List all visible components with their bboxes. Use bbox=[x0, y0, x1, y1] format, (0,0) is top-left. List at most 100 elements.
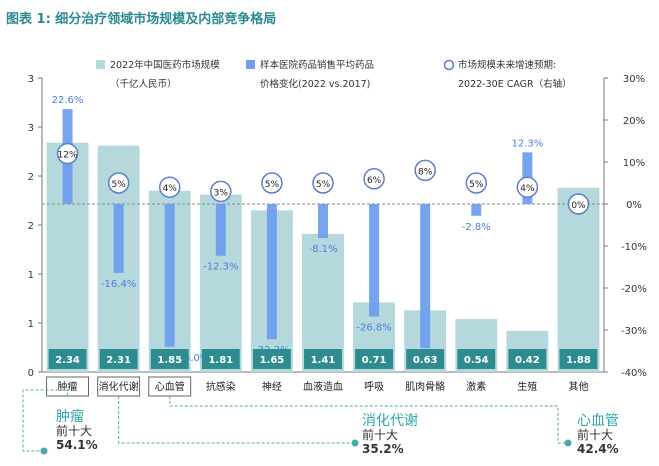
legend-label: 市场规模未来增速预期: bbox=[458, 59, 556, 71]
legend-label: 价格变化(2022 vs.2017) bbox=[260, 78, 370, 90]
price-change-label: -16.4% bbox=[101, 279, 136, 290]
cagr-marker bbox=[567, 193, 590, 215]
value-box bbox=[48, 349, 87, 369]
price-change-bar bbox=[266, 204, 277, 340]
price-change-bar bbox=[164, 204, 175, 347]
market-size-value-label: 0.71 bbox=[362, 355, 387, 366]
cagr-marker bbox=[210, 180, 232, 203]
value-box bbox=[508, 349, 547, 369]
cagr-label: 5% bbox=[111, 180, 126, 190]
callout-connector-oncology bbox=[22, 389, 69, 452]
callout-cardio: 心血管 前十大 42.4% bbox=[577, 413, 619, 457]
left-tick-label: 0 bbox=[28, 368, 34, 379]
callout-sub: 前十大 bbox=[362, 428, 399, 443]
left-tick-label: 1 bbox=[28, 319, 34, 330]
callout-sub: 前十大 bbox=[56, 424, 93, 439]
cagr-label: 0% bbox=[571, 201, 586, 211]
callout-name: 心血管 bbox=[577, 413, 619, 429]
price-change-label: -26.8% bbox=[356, 323, 391, 334]
market-size-value-label: 0.54 bbox=[464, 355, 489, 366]
cagr-label: 3% bbox=[214, 188, 229, 198]
cagr-marker bbox=[363, 168, 385, 190]
price-change-bar bbox=[420, 204, 431, 349]
value-box bbox=[252, 349, 291, 369]
callout-name: 肿瘤 bbox=[56, 409, 84, 425]
price-change-bar bbox=[318, 204, 328, 239]
cagr-marker bbox=[158, 176, 181, 198]
left-tick-label: 3 bbox=[28, 74, 34, 85]
value-box bbox=[457, 349, 496, 369]
price-change-label: 12.3% bbox=[511, 138, 543, 149]
right-tick-label: -20% bbox=[621, 284, 647, 295]
price-change-label: -8.1% bbox=[308, 244, 337, 255]
price-change-label: -34.0% bbox=[174, 353, 209, 364]
figure-title: 图表 1: 细分治疗领域市场规模及内部竞争格局 bbox=[6, 12, 277, 27]
price-change-bar bbox=[215, 204, 226, 256]
legend-label: 2022年中国医药市场规模 bbox=[110, 59, 220, 71]
callout-dot bbox=[564, 439, 572, 447]
value-box bbox=[355, 349, 394, 369]
category-label: 肌肉骨骼 bbox=[405, 380, 445, 393]
category-label: 其他 bbox=[568, 380, 588, 393]
callout-name: 消化代谢 bbox=[362, 413, 418, 429]
category-label: 心血管 bbox=[155, 380, 185, 393]
value-box bbox=[150, 349, 189, 369]
cagr-marker bbox=[516, 176, 539, 198]
cagr-label: 4% bbox=[163, 184, 178, 194]
callout-connector-cardio bbox=[169, 396, 565, 444]
price-change-label: -12.3% bbox=[203, 262, 238, 273]
cagr-label: 4% bbox=[520, 184, 535, 194]
category-label: 血液造血 bbox=[303, 380, 343, 393]
category-label: 激素 bbox=[466, 380, 486, 393]
value-box bbox=[304, 349, 342, 369]
market-size-value-label: 2.31 bbox=[106, 355, 131, 366]
market-size-value-label: 1.85 bbox=[157, 355, 182, 366]
callout-value: 35.2% bbox=[362, 441, 404, 456]
value-box bbox=[99, 349, 138, 369]
cagr-label: 12% bbox=[58, 151, 78, 161]
callout-sub: 前十大 bbox=[577, 428, 614, 443]
market-size-value-label: 2.34 bbox=[55, 355, 80, 366]
callout-value: 42.4% bbox=[577, 441, 619, 456]
right-tick-label: -10% bbox=[621, 242, 647, 253]
price-change-bar bbox=[113, 204, 124, 273]
legend-label: 2022-30E CAGR（右轴） bbox=[458, 78, 572, 90]
price-change-label: 22.6% bbox=[52, 95, 84, 106]
legend-market-swatch bbox=[96, 60, 105, 69]
category-label: 肿瘤 bbox=[58, 380, 78, 393]
cagr-label: 6% bbox=[367, 176, 382, 186]
legend-label: 样本医院药品销售平均药品 bbox=[260, 59, 374, 71]
cagr-label: 5% bbox=[469, 180, 484, 190]
cagr-marker bbox=[261, 172, 283, 194]
cagr-marker bbox=[56, 142, 79, 165]
value-box bbox=[559, 349, 598, 369]
cagr-label: 5% bbox=[265, 180, 280, 190]
cagr-marker bbox=[107, 172, 130, 194]
market-size-bar bbox=[302, 233, 344, 372]
right-tick-label: 20% bbox=[623, 116, 645, 127]
category-label: 神经 bbox=[262, 380, 282, 393]
price-change-bar bbox=[369, 204, 380, 317]
market-size-value-label: 1.41 bbox=[311, 355, 336, 366]
legend-cagr-swatch bbox=[443, 59, 455, 71]
cagr-label: 5% bbox=[316, 180, 331, 190]
legend-label: （千亿人民币） bbox=[110, 78, 177, 90]
cagr-marker bbox=[465, 172, 488, 194]
callout-digestive: 消化代谢 前十大 35.2% bbox=[362, 413, 418, 457]
right-tick-label: 10% bbox=[623, 158, 645, 169]
cagr-marker bbox=[312, 172, 334, 194]
price-change-bar bbox=[471, 204, 482, 216]
value-box bbox=[201, 349, 240, 369]
left-tick-label: 1 bbox=[28, 270, 34, 281]
right-tick-label: -40% bbox=[621, 368, 647, 379]
cagr-marker bbox=[414, 159, 436, 182]
market-size-value-label: 0.42 bbox=[515, 355, 540, 366]
market-size-value-label: 1.65 bbox=[260, 355, 285, 366]
right-tick-label: -30% bbox=[621, 326, 647, 337]
category-label: 抗感染 bbox=[206, 380, 236, 393]
callout-dot bbox=[351, 439, 359, 447]
market-size-value-label: 1.81 bbox=[208, 355, 233, 366]
category-label: 生殖 bbox=[517, 380, 537, 393]
cagr-label: 8% bbox=[418, 167, 433, 177]
category-label: 呼吸 bbox=[364, 381, 384, 393]
